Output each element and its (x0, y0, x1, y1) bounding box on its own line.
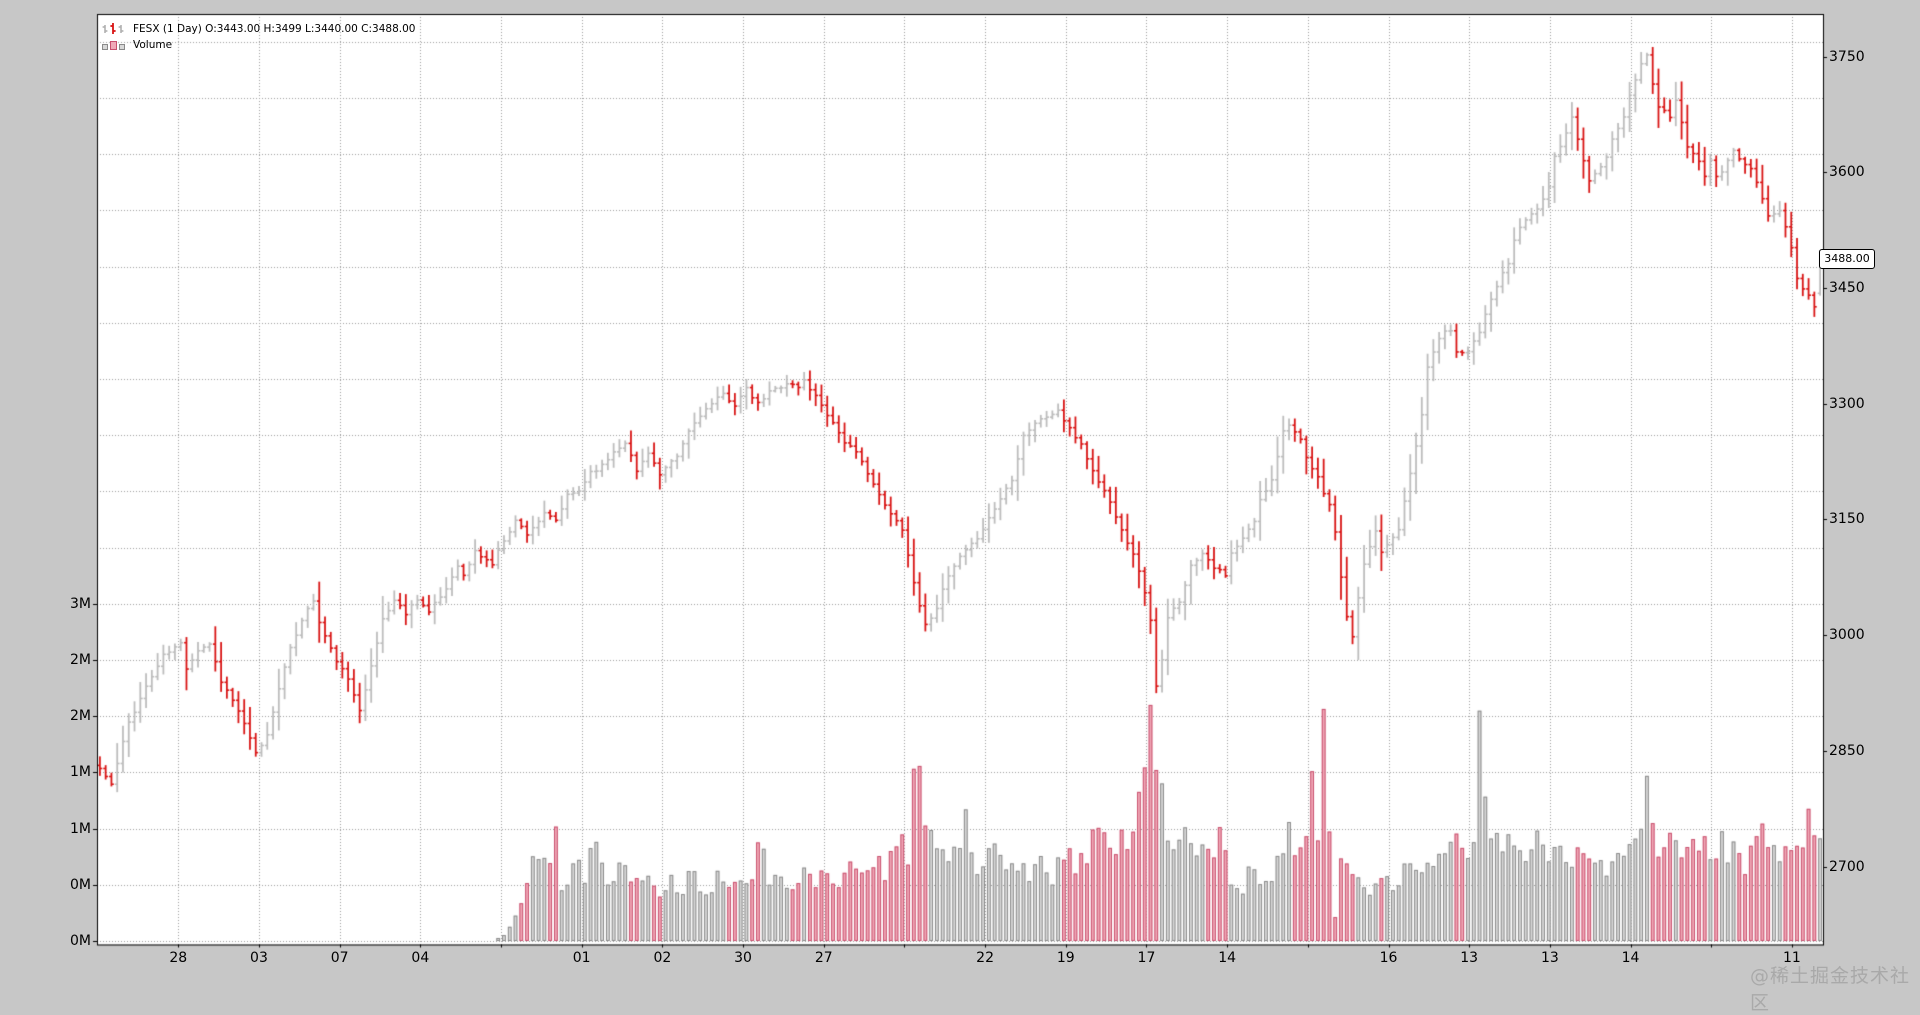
price-tick-label: 3150 (1829, 511, 1865, 528)
candlestick-chart[interactable] (0, 0, 1920, 993)
date-tick-label: 16 (1379, 950, 1398, 966)
legend-item-volume-series[interactable]: Volume (101, 37, 415, 52)
last-price-value: 3488.00 (1824, 252, 1870, 265)
date-tick-label: 02 (653, 950, 672, 966)
date-tick-label: 13 (1460, 950, 1479, 966)
date-tick-label: 19 (1056, 950, 1075, 966)
date-tick-label: 27 (814, 950, 833, 966)
price-tick-label: 2850 (1829, 742, 1865, 759)
volume-tick-label: 1M (70, 820, 91, 837)
price-tick-label: 2700 (1829, 858, 1865, 875)
volume-tick-label: 2M (70, 708, 91, 725)
last-price-badge: 3488.00 (1819, 249, 1875, 269)
watermark: @稀土掘金技术社区 (1750, 965, 1911, 1014)
legend: FESX (1 Day) O:3443.00 H:3499 L:3440.00 … (101, 21, 415, 53)
volume-tick-label: 2M (70, 652, 91, 668)
volume-tick-label: 3M (70, 595, 91, 612)
legend-item-price-series[interactable]: FESX (1 Day) O:3443.00 H:3499 L:3440.00 … (101, 21, 415, 36)
volume-tick-label: 0M (70, 933, 91, 949)
date-tick-label: 01 (572, 950, 591, 966)
legend-volume-text: Volume (133, 39, 173, 51)
volume-legend-icon (102, 41, 125, 50)
date-tick-label: 14 (1621, 950, 1640, 966)
price-tick-label: 3300 (1829, 395, 1865, 412)
date-tick-label: 07 (330, 950, 349, 966)
price-tick-label: 3600 (1829, 164, 1865, 181)
volume-tick-label: 1M (70, 764, 91, 781)
price-tick-label: 3750 (1829, 48, 1865, 65)
date-tick-label: 22 (976, 950, 994, 966)
date-tick-label: 13 (1540, 950, 1559, 966)
date-tick-label: 04 (411, 950, 430, 966)
date-tick-label: 30 (734, 950, 752, 966)
date-tick-label: 14 (1218, 950, 1237, 966)
date-tick-label: 28 (169, 950, 188, 966)
date-tick-label: 11 (1782, 950, 1801, 966)
date-tick-label: 03 (250, 950, 268, 966)
price-tick-label: 3000 (1829, 627, 1865, 644)
volume-tick-label: 0M (70, 876, 91, 893)
price-tick-label: 3450 (1829, 279, 1865, 296)
legend-price-text: FESX (1 Day) O:3443.00 H:3499 L:3440.00 … (133, 23, 416, 35)
ohlc-legend-icon (102, 23, 124, 34)
date-tick-label: 17 (1137, 950, 1156, 966)
